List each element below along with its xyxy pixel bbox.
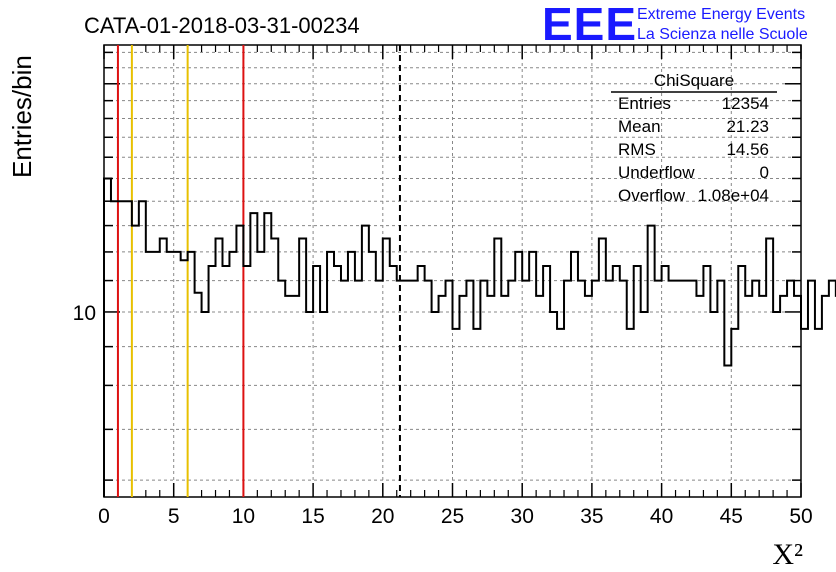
logo-line-2: La Scienza nelle Scuole bbox=[637, 26, 808, 43]
x-tick-label: 30 bbox=[511, 505, 534, 528]
stats-entries-label: Entries bbox=[618, 94, 671, 113]
stats-overflow-label: Overflow bbox=[618, 186, 686, 205]
x-tick-label: 10 bbox=[232, 505, 255, 528]
x-tick-label: 25 bbox=[441, 505, 464, 528]
x-tick-label: 50 bbox=[789, 505, 812, 528]
stats-mean-value: 21.23 bbox=[726, 117, 769, 136]
eee-logo: EEE Extreme Energy Events La Scienza nel… bbox=[542, 0, 808, 50]
reference-lines bbox=[116, 45, 401, 497]
stats-entries-value: 12354 bbox=[722, 94, 769, 113]
x-tick-label: 15 bbox=[301, 505, 324, 528]
stats-rms-label: RMS bbox=[618, 140, 656, 159]
x-tick-label: 35 bbox=[580, 505, 603, 528]
chart-title: CATA-01-2018-03-31-00234 bbox=[84, 13, 360, 38]
y-tick-label: 10 bbox=[73, 302, 96, 325]
logo-letters: EEE bbox=[542, 0, 637, 50]
stats-mean-label: Mean bbox=[618, 117, 661, 136]
stats-box: ChiSquare Entries 12354 Mean 21.23 RMS 1… bbox=[611, 71, 777, 205]
y-axis-label: Entries/bin bbox=[7, 55, 37, 178]
x-tick-label: 45 bbox=[720, 505, 743, 528]
y-tick-labels: 10 bbox=[73, 302, 96, 325]
stats-underflow-value: 0 bbox=[760, 163, 769, 182]
histogram-series bbox=[103, 177, 836, 497]
stats-overflow-value: 1.08e+04 bbox=[698, 186, 769, 205]
logo-line-1: Extreme Energy Events bbox=[637, 6, 805, 23]
stats-underflow-label: Underflow bbox=[618, 163, 695, 182]
stats-rms-value: 14.56 bbox=[726, 140, 769, 159]
x-tick-label: 0 bbox=[98, 505, 110, 528]
x-axis-label: X² bbox=[772, 538, 803, 571]
stats-title: ChiSquare bbox=[654, 71, 734, 90]
x-tick-label: 20 bbox=[371, 505, 394, 528]
x-tick-labels: 0 5 10 15 20 25 30 35 40 45 50 bbox=[98, 505, 813, 528]
x-tick-label: 40 bbox=[650, 505, 673, 528]
x-tick-label: 5 bbox=[168, 505, 180, 528]
